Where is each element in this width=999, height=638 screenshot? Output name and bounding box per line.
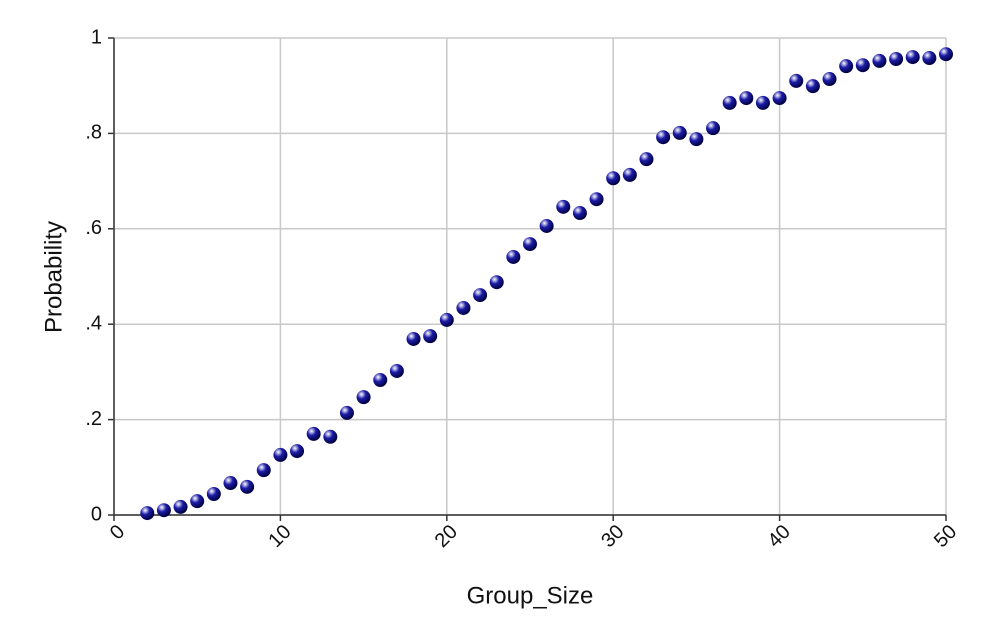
point [872, 53, 887, 68]
point [290, 444, 305, 459]
point [672, 125, 687, 140]
point [939, 47, 953, 62]
x-tick-label: 30 [597, 521, 628, 552]
point [606, 171, 621, 186]
point [339, 405, 354, 420]
point [772, 91, 787, 106]
point [905, 50, 920, 65]
point [373, 373, 388, 388]
point [389, 363, 404, 378]
point [256, 463, 271, 478]
point [140, 506, 155, 521]
point [572, 206, 587, 221]
y-tick-label: .2 [85, 408, 102, 430]
point [456, 300, 471, 315]
point [589, 192, 604, 207]
y-tick-label: 0 [91, 503, 102, 525]
point [755, 95, 770, 110]
point [922, 51, 937, 66]
point [739, 91, 754, 106]
point [306, 426, 321, 441]
point [523, 237, 537, 252]
y-axis-title: Probability [40, 221, 67, 333]
point [689, 132, 704, 147]
point [789, 73, 804, 88]
x-tick-label: 0 [106, 521, 129, 544]
point [489, 275, 504, 290]
point [190, 494, 205, 509]
x-tick-label: 50 [930, 521, 961, 552]
point [805, 79, 820, 94]
x-tick-label: 10 [264, 521, 295, 552]
x-axis-title: Group_Size [467, 582, 594, 609]
point [506, 249, 521, 264]
point [273, 447, 288, 462]
point [323, 429, 338, 444]
point [889, 51, 904, 66]
point [822, 72, 837, 87]
point [423, 329, 438, 344]
x-tick-label: 20 [431, 521, 462, 552]
point [722, 95, 737, 110]
point [223, 476, 238, 491]
point [473, 288, 488, 303]
x-tick-label: 40 [764, 521, 795, 552]
point [622, 167, 637, 182]
point [240, 479, 255, 494]
point [855, 58, 870, 73]
y-tick-label: .8 [85, 122, 102, 144]
point [406, 331, 421, 346]
point [156, 503, 171, 518]
point [539, 218, 554, 233]
y-tick-label: 1 [91, 26, 102, 48]
point [706, 121, 721, 136]
y-tick-label: .6 [85, 217, 102, 239]
point [656, 130, 671, 145]
point [839, 59, 854, 74]
point [556, 199, 571, 214]
point [173, 499, 188, 514]
point [639, 152, 654, 167]
y-tick-label: .4 [85, 312, 102, 334]
point [206, 487, 221, 502]
point [439, 312, 454, 327]
point [356, 390, 371, 405]
